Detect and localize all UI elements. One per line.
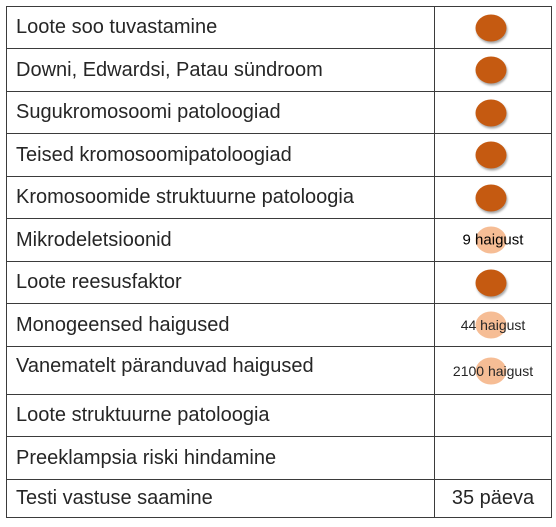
features-table: Loote soo tuvastamine Downi, Edwardsi, P… bbox=[6, 6, 552, 518]
table-row: Loote struktuurne patoloogia bbox=[6, 394, 552, 437]
row-mark-cell bbox=[434, 436, 552, 480]
disease-count: 9 haigust bbox=[462, 231, 524, 249]
disease-count: 2100 haigust bbox=[452, 362, 534, 379]
table-row: Sugukromosoomi patoloogiad bbox=[6, 91, 552, 134]
filled-dot-icon bbox=[475, 141, 507, 169]
table-row: Downi, Edwardsi, Patau sündroom bbox=[6, 48, 552, 92]
row-mark-cell: 9 haigust bbox=[434, 218, 552, 262]
row-label: Loote soo tuvastamine bbox=[6, 6, 435, 49]
table-row: Monogeensed haigused 44 haigust bbox=[6, 303, 552, 347]
table-row: Loote soo tuvastamine bbox=[6, 6, 552, 49]
row-label: Monogeensed haigused bbox=[6, 303, 435, 347]
table-row: Mikrodeletsioonid 9 haigust bbox=[6, 218, 552, 262]
row-label: Sugukromosoomi patoloogiad bbox=[6, 91, 435, 134]
row-mark-cell: 35 päeva bbox=[434, 479, 552, 518]
row-mark-cell bbox=[434, 91, 552, 134]
row-label: Vanematelt päranduvad haigused bbox=[6, 346, 435, 395]
row-mark-cell: 2100 haigust bbox=[434, 346, 552, 395]
row-label: Loote reesusfaktor bbox=[6, 261, 435, 304]
table-row: Vanematelt päranduvad haigused 2100 haig… bbox=[6, 346, 552, 395]
table-row: Teised kromosoomipatoloogiad bbox=[6, 133, 552, 177]
row-label: Loote struktuurne patoloogia bbox=[6, 394, 435, 437]
table-row: Kromosoomide struktuurne patoloogia bbox=[6, 176, 552, 219]
light-dot-icon bbox=[475, 311, 507, 339]
row-mark-cell bbox=[434, 261, 552, 304]
light-dot-icon bbox=[475, 226, 507, 254]
filled-dot-icon bbox=[475, 99, 507, 126]
row-mark-cell: 44 haigust bbox=[434, 303, 552, 347]
result-time: 35 päeva bbox=[451, 487, 535, 509]
row-mark-cell bbox=[434, 6, 552, 49]
disease-count: 44 haigust bbox=[460, 317, 526, 333]
row-mark-cell bbox=[434, 394, 552, 437]
filled-dot-icon bbox=[475, 56, 507, 84]
row-mark-cell bbox=[434, 48, 552, 92]
row-label: Downi, Edwardsi, Patau sündroom bbox=[6, 48, 435, 92]
filled-dot-icon bbox=[475, 269, 507, 296]
row-mark-cell bbox=[434, 176, 552, 219]
table-row: Loote reesusfaktor bbox=[6, 261, 552, 304]
row-label: Testi vastuse saamine bbox=[6, 479, 435, 518]
filled-dot-icon bbox=[475, 184, 507, 211]
row-label: Preeklampsia riski hindamine bbox=[6, 436, 435, 480]
table-row: Preeklampsia riski hindamine bbox=[6, 436, 552, 480]
row-label: Mikrodeletsioonid bbox=[6, 218, 435, 262]
table-row: Testi vastuse saamine 35 päeva bbox=[6, 479, 552, 518]
filled-dot-icon bbox=[475, 14, 507, 41]
row-mark-cell bbox=[434, 133, 552, 177]
light-dot-icon bbox=[475, 357, 507, 384]
row-label: Teised kromosoomipatoloogiad bbox=[6, 133, 435, 177]
row-label: Kromosoomide struktuurne patoloogia bbox=[6, 176, 435, 219]
